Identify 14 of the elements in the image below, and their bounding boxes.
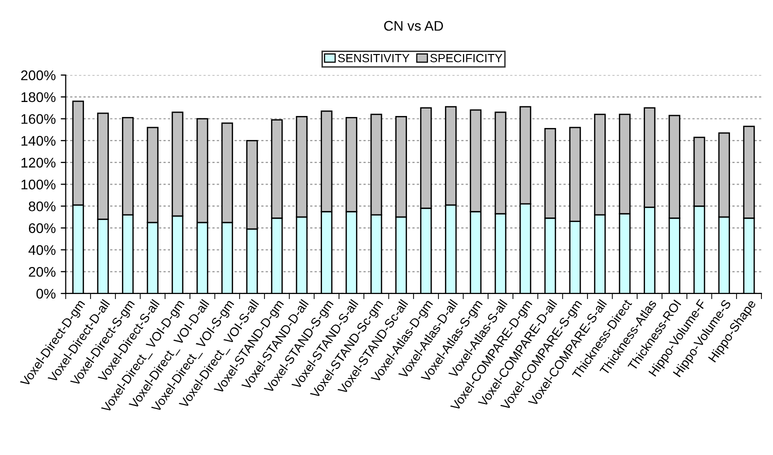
chart-title: CN vs AD — [384, 20, 443, 31]
y-tick-label: 180% — [22, 92, 56, 102]
y-tick-label: 200% — [21, 70, 56, 80]
y-tick-label: 60% — [28, 223, 56, 234]
y-tick-label: 40% — [28, 245, 56, 255]
y-tick-label: 20% — [28, 266, 56, 277]
y-tick-label: 140% — [22, 136, 56, 146]
y-tick-label: 80% — [28, 201, 56, 212]
y-tick-label: 0% — [36, 288, 56, 299]
legend-label: SENSITIVITY — [338, 54, 410, 62]
y-tick-label: 100% — [22, 180, 56, 190]
y-tick-label: 160% — [22, 114, 56, 124]
y-tick-label: 120% — [22, 158, 56, 168]
legend-label: SPECIFICITY — [430, 54, 502, 62]
